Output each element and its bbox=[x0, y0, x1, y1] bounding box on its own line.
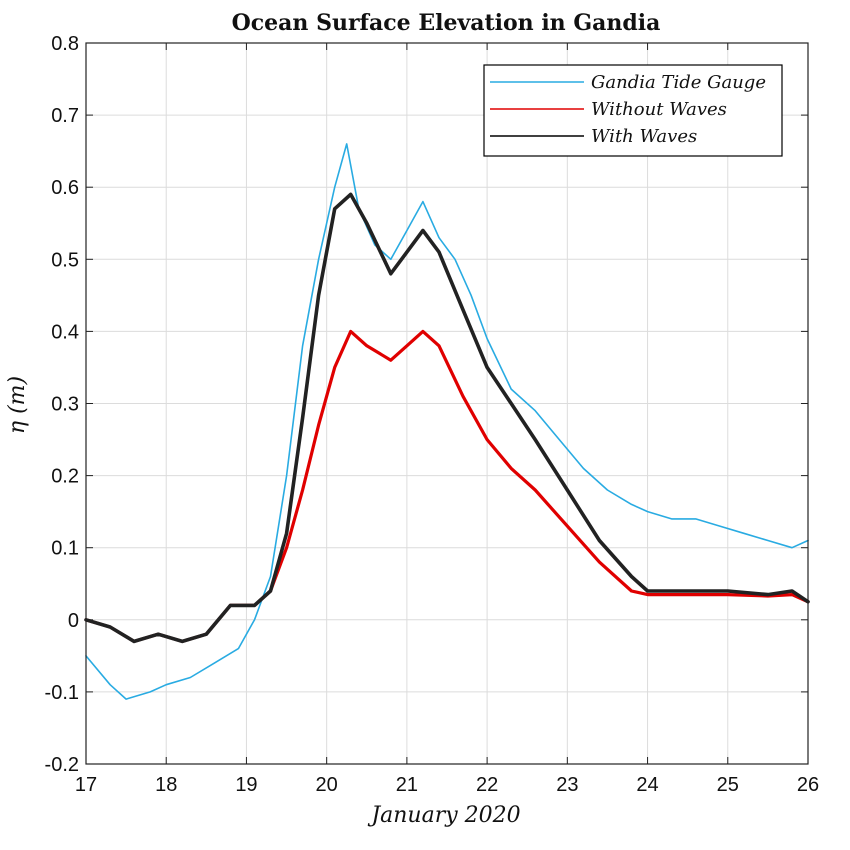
series-line-0 bbox=[85, 143, 809, 700]
x-tick-label: 17 bbox=[75, 774, 97, 796]
x-tick-label: 21 bbox=[396, 774, 418, 796]
legend-box bbox=[483, 64, 783, 157]
y-tick-label: 0.3 bbox=[51, 394, 79, 416]
x-tick-label: 22 bbox=[476, 774, 498, 796]
y-tick-label: 0.4 bbox=[51, 321, 79, 343]
y-tick-label: -0.1 bbox=[45, 682, 79, 704]
y-axis-label: η (m) bbox=[5, 376, 30, 434]
x-tick-label: 25 bbox=[717, 774, 739, 796]
chart-title: Ocean Surface Elevation in Gandia bbox=[232, 10, 661, 36]
y-tick-label: 0.1 bbox=[51, 538, 79, 560]
x-tick-label: 23 bbox=[556, 774, 578, 796]
x-tick-label: 24 bbox=[636, 774, 658, 796]
y-tick-label: 0.2 bbox=[51, 466, 79, 488]
legend-label: Gandia Tide Gauge bbox=[591, 72, 766, 93]
legend-label: With Waves bbox=[591, 126, 697, 147]
legend: Gandia Tide Gauge Without Waves With Waves bbox=[483, 64, 783, 157]
y-tick-label: 0.5 bbox=[51, 249, 79, 271]
x-tick-label: 19 bbox=[235, 774, 257, 796]
y-tick-label: 0.7 bbox=[51, 105, 79, 127]
y-tick-label: 0 bbox=[68, 610, 79, 632]
ticks-layer: 17 18 19 20 21 22 23 24 25 26 -0.2 -0.1 0 0.1 0.2 0.3 0.… bbox=[45, 33, 820, 796]
series-line-2 bbox=[84, 192, 810, 644]
y-tick-label: -0.2 bbox=[45, 754, 79, 776]
x-axis-label: January 2020 bbox=[367, 803, 520, 828]
y-tick-label: 0.6 bbox=[51, 177, 79, 199]
y-tick-label: 0.8 bbox=[51, 33, 79, 55]
legend-items: Gandia Tide Gauge Without Waves With Waves bbox=[490, 72, 766, 147]
series-layer bbox=[84, 143, 810, 700]
legend-label: Without Waves bbox=[591, 99, 727, 120]
x-tick-label: 26 bbox=[797, 774, 819, 796]
x-tick-label: 18 bbox=[155, 774, 177, 796]
x-tick-label: 20 bbox=[316, 774, 338, 796]
